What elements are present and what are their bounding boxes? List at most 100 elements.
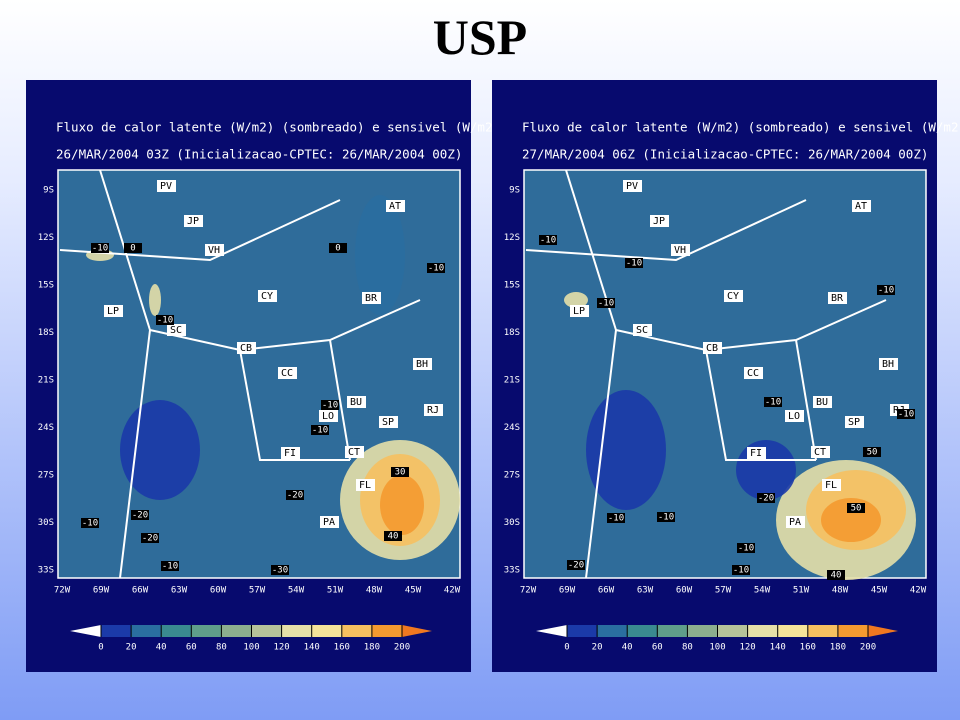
city-label: CY <box>261 291 273 302</box>
colorbar-tick-label: 160 <box>334 643 350 653</box>
city-box <box>347 396 366 408</box>
contour-label-box <box>847 503 865 513</box>
contour-label-box <box>567 560 585 570</box>
city-box <box>822 479 841 491</box>
city-label: FI <box>284 448 296 459</box>
colorbar-segment <box>161 625 192 637</box>
lat-tick-label: 30S <box>504 518 520 528</box>
contour-label: -10 <box>540 236 556 246</box>
lat-tick-label: 24S <box>504 423 520 433</box>
city-label: PA <box>789 517 801 528</box>
city-box <box>413 358 432 370</box>
contour-label-box <box>657 512 675 522</box>
city-box <box>104 305 123 317</box>
contour-label: 50 <box>851 504 862 514</box>
city-label: BR <box>365 293 378 304</box>
colorbar-tick-label: 0 <box>564 643 569 653</box>
slide-title: USP <box>432 9 528 65</box>
city-box <box>281 447 300 459</box>
lat-tick-label: 21S <box>38 376 54 386</box>
lon-tick-label: 48W <box>832 586 849 596</box>
city-label: VH <box>208 245 220 256</box>
shading <box>120 400 200 500</box>
lat-tick-label: 9S <box>509 186 520 196</box>
city-box <box>811 446 830 458</box>
city-box <box>184 215 203 227</box>
contour-label-box <box>329 243 347 253</box>
city-label: BH <box>416 359 428 370</box>
contour-label-box <box>91 243 109 253</box>
contour-label: 40 <box>388 532 399 542</box>
colorbar-segment <box>341 625 372 637</box>
map-panel: Fluxo de calor latente (W/m2) (sombreado… <box>26 80 500 672</box>
contour-label-box <box>271 565 289 575</box>
panel-title: 26/MAR/2004 03Z (Inicializacao-CPTEC: 26… <box>56 147 462 162</box>
contour-label: -10 <box>608 514 624 524</box>
colorbar-segment <box>687 625 718 637</box>
city-label: CB <box>706 343 718 354</box>
colorbar-tick-label: 120 <box>273 643 289 653</box>
contour-label: 40 <box>831 571 842 581</box>
contour-label: -10 <box>765 398 781 408</box>
colorbar-segment <box>101 625 132 637</box>
city-label: CC <box>747 368 759 379</box>
colorbar-tick-label: 60 <box>652 643 663 653</box>
lat-tick-label: 21S <box>504 376 520 386</box>
colorbar-tick-label: 200 <box>860 643 876 653</box>
city-label: FI <box>750 448 762 459</box>
lon-tick-label: 42W <box>910 586 927 596</box>
contour-label-box <box>141 533 159 543</box>
colorbar-segment <box>221 625 252 637</box>
lon-tick-label: 63W <box>637 586 654 596</box>
colorbar-low <box>536 625 567 637</box>
colorbar-segment <box>597 625 628 637</box>
colorbar-high <box>402 625 432 637</box>
lat-tick-label: 18S <box>38 328 54 338</box>
city-box <box>724 290 743 302</box>
colorbar-segment <box>251 625 282 637</box>
contour-label: 30 <box>395 468 406 478</box>
city-box <box>570 305 589 317</box>
colorbar-tick-label: 100 <box>243 643 259 653</box>
colorbar-tick-label: 180 <box>830 643 846 653</box>
shading <box>821 498 881 542</box>
panel-title: Fluxo de calor latente (W/m2) (sombreado… <box>522 120 960 135</box>
city-label: RJ <box>427 405 439 416</box>
contour-label: -10 <box>157 316 173 326</box>
contour-label-box <box>863 447 881 457</box>
contour-label: -20 <box>568 561 584 571</box>
city-box <box>205 244 224 256</box>
contour-label-box <box>124 243 142 253</box>
city-box <box>258 290 277 302</box>
contour-label-box <box>286 490 304 500</box>
city-box <box>320 516 339 528</box>
city-box <box>424 404 443 416</box>
lon-tick-label: 51W <box>793 586 810 596</box>
contour-label-box <box>877 285 895 295</box>
lon-tick-label: 60W <box>210 586 227 596</box>
lon-tick-label: 57W <box>249 586 266 596</box>
city-box <box>278 367 297 379</box>
city-label: SP <box>848 417 860 428</box>
city-box <box>786 516 805 528</box>
contour-label-box <box>384 531 402 541</box>
colorbar-tick-label: 80 <box>682 643 693 653</box>
lat-tick-label: 33S <box>504 566 520 576</box>
colorbar-segment <box>717 625 748 637</box>
lat-tick-label: 18S <box>504 328 520 338</box>
map-panel: Fluxo de calor latente (W/m2) (sombreado… <box>492 80 960 672</box>
contour-label-box <box>539 235 557 245</box>
lat-tick-label: 12S <box>38 233 54 243</box>
colorbar-segment <box>747 625 778 637</box>
colorbar-segment <box>777 625 808 637</box>
lon-tick-label: 45W <box>871 586 888 596</box>
city-label: PV <box>160 181 172 192</box>
city-label: BR <box>831 293 844 304</box>
contour-label: -10 <box>733 566 749 576</box>
city-box <box>650 215 669 227</box>
lon-tick-label: 54W <box>288 586 305 596</box>
lon-tick-label: 42W <box>444 586 461 596</box>
city-label: SC <box>170 325 182 336</box>
city-label: AT <box>855 201 867 212</box>
lon-tick-label: 72W <box>54 586 71 596</box>
